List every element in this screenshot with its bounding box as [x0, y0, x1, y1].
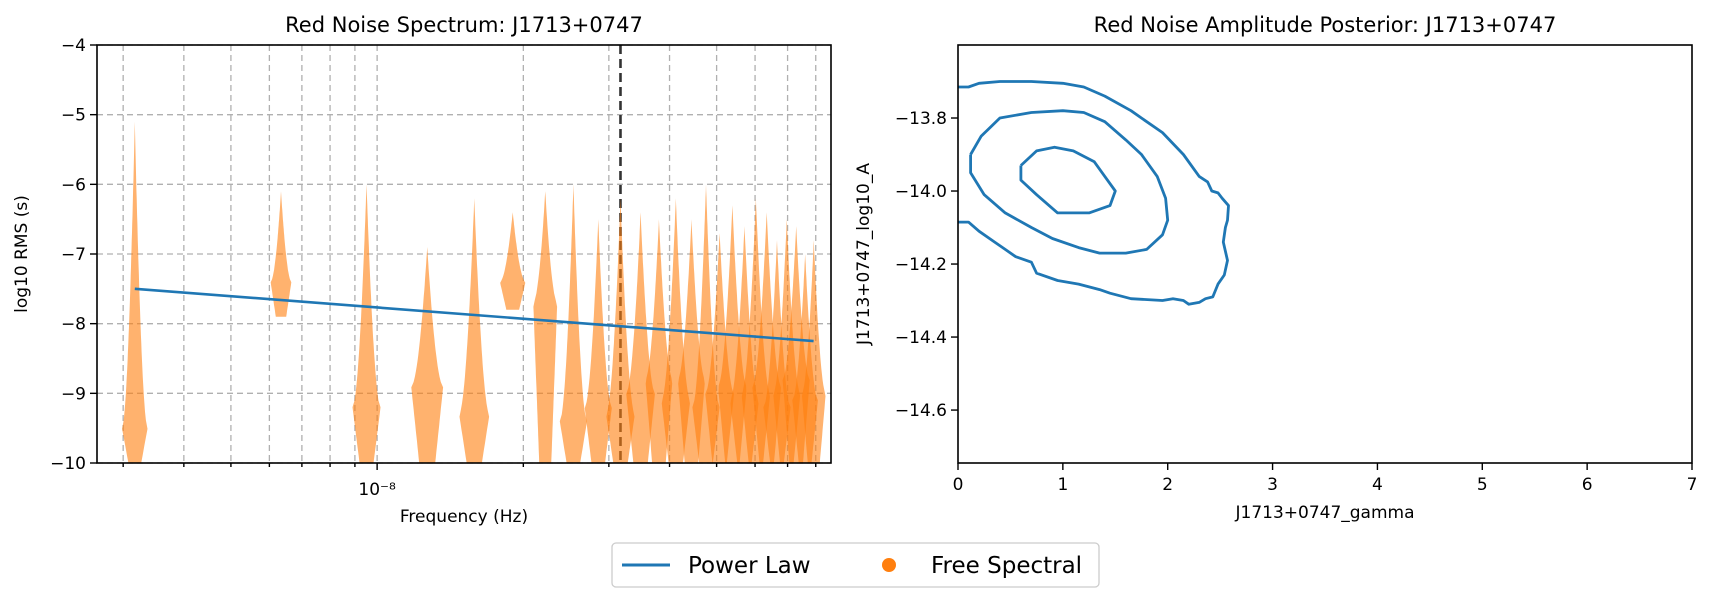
posterior-xtick-label: 5 [1477, 475, 1488, 495]
legend-box [611, 542, 1100, 588]
free-spectral-violin [802, 240, 826, 463]
posterior-xtick-label: 3 [1267, 475, 1278, 495]
spectrum-ytick-label: −9 [61, 384, 86, 404]
posterior-ticks: 0 1 2 3 4 5 6 7 −14.6 −14.4 −14.2 −14.0 −13.8 [895, 109, 1698, 495]
legend-free-spectral-swatch [882, 558, 896, 572]
spectrum-xlabel: Frequency (Hz) [400, 507, 528, 527]
posterior-ytick-label: −14.2 [895, 255, 947, 275]
free-spectral-violin [122, 121, 148, 463]
legend: Power Law Free Spectral [611, 542, 1100, 588]
spectrum-title: Red Noise Spectrum: J1713+0747 [285, 13, 643, 37]
legend-free-spectral-label: Free Spectral [931, 553, 1082, 579]
posterior-ytick-label: −14.0 [895, 182, 947, 202]
posterior-xtick-label: 6 [1582, 475, 1593, 495]
posterior-title: Red Noise Amplitude Posterior: J1713+074… [1094, 13, 1557, 37]
spectrum-ytick-label: −8 [61, 315, 86, 335]
posterior-plot-frame [957, 44, 1693, 464]
spectrum-ticks: −10 −9 −8 −7 −6 −5 −4 10⁻⁸ [50, 36, 817, 500]
posterior-panel: 0 1 2 3 4 5 6 7 −14.6 −14.4 −14.2 −14.0 −13.8 Red No… [854, 13, 1697, 523]
free-spectral-violin [459, 198, 490, 463]
legend-power-law-label: Power Law [688, 553, 811, 579]
free-spectral-violins [122, 121, 826, 463]
posterior-ytick-label: −14.6 [895, 401, 947, 421]
posterior-ytick-label: −14.4 [895, 328, 947, 348]
posterior-xtick-label: 7 [1687, 475, 1698, 495]
spectrum-ytick-label: −7 [61, 245, 86, 265]
posterior-xtick-label: 4 [1372, 475, 1383, 495]
posterior-contours [958, 80, 1230, 306]
posterior-ylabel: J1713+0747_log10_A [854, 163, 874, 346]
spectrum-ytick-label: −6 [61, 175, 86, 195]
free-spectral-violin [411, 247, 444, 463]
posterior-contour-3 [1019, 145, 1117, 215]
free-spectral-violin [584, 219, 612, 463]
spectrum-ytick-label: −10 [50, 454, 86, 474]
posterior-contour-2 [969, 109, 1170, 255]
spectrum-ytick-label: −5 [61, 106, 86, 126]
spectrum-ylabel: log10 RMS (s) [12, 195, 32, 313]
posterior-xlabel: J1713+0747_gamma [1234, 503, 1414, 523]
spectrum-ytick-label: −4 [61, 36, 86, 56]
spectrum-xtick-label: 10⁻⁸ [358, 480, 396, 500]
free-spectral-violin [352, 184, 381, 463]
posterior-ytick-label: −13.8 [895, 109, 947, 129]
posterior-contour-1 [958, 80, 1230, 306]
free-spectral-violin [533, 191, 558, 463]
posterior-xtick-label: 2 [1162, 475, 1173, 495]
free-spectral-violin [500, 212, 526, 310]
free-spectral-violin [270, 191, 292, 317]
power-law-line [134, 287, 814, 343]
spectrum-panel: −10 −9 −8 −7 −6 −5 −4 10⁻⁸ Red Noise Spectrum: … [12, 13, 832, 527]
posterior-xtick-label: 0 [953, 475, 964, 495]
posterior-xtick-label: 1 [1057, 475, 1068, 495]
